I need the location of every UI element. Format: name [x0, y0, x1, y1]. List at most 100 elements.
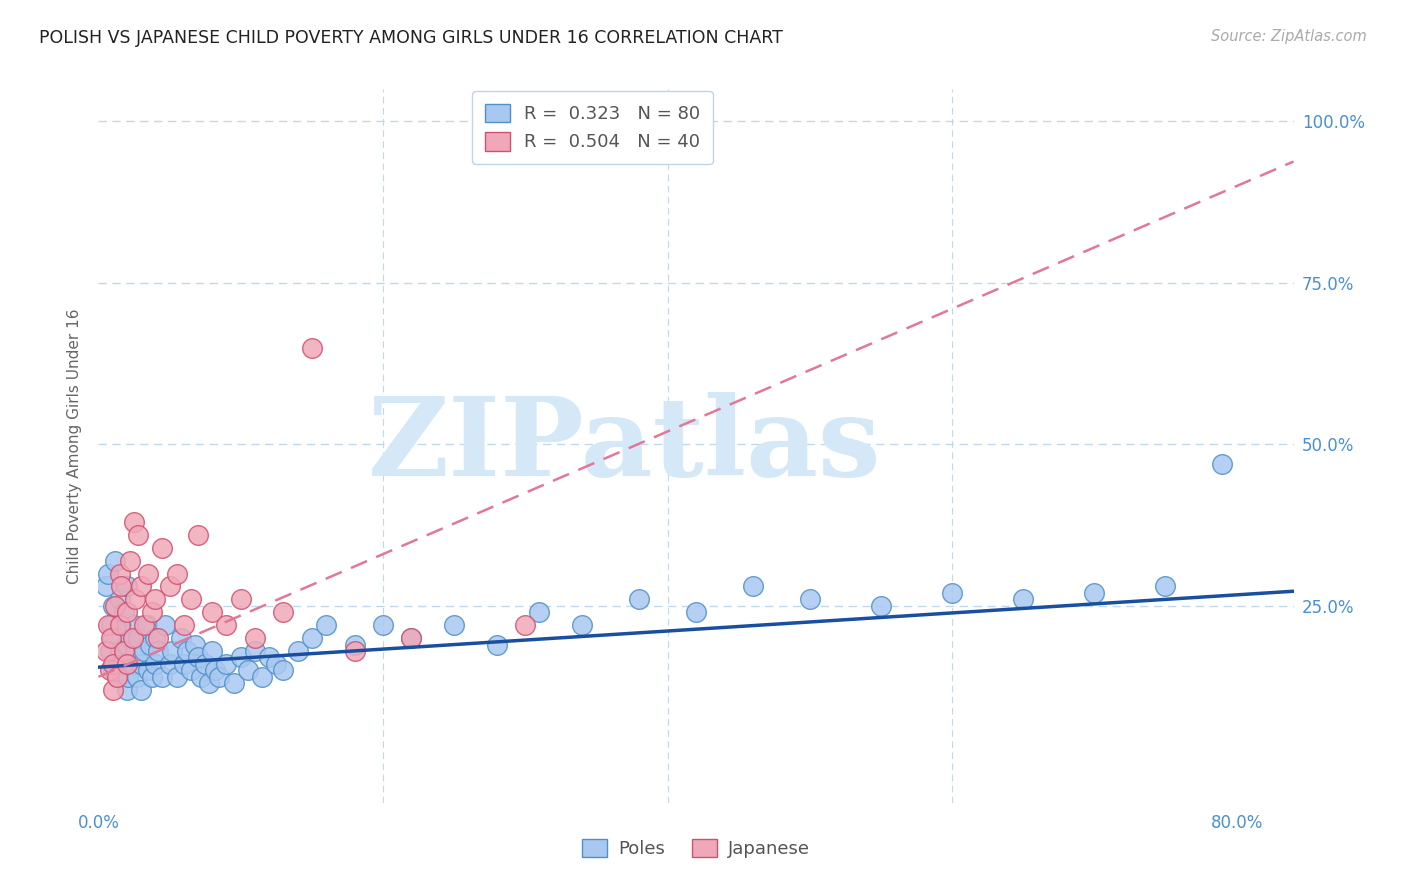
Point: [115, 682, 138, 697]
Point: [159, 579, 181, 593]
Point: [1012, 592, 1035, 607]
Point: [166, 670, 188, 684]
Point: [173, 657, 195, 671]
Point: [122, 618, 145, 632]
Point: [870, 599, 893, 613]
Point: [799, 592, 821, 607]
Point: [215, 618, 238, 632]
Point: [1211, 457, 1233, 471]
Point: [152, 670, 174, 684]
Point: [135, 618, 157, 632]
Point: [112, 644, 135, 658]
Point: [166, 566, 188, 581]
Point: [152, 541, 174, 555]
Point: [515, 618, 537, 632]
Point: [443, 618, 465, 632]
Point: [138, 638, 160, 652]
Point: [257, 650, 280, 665]
Point: [122, 515, 145, 529]
Point: [1083, 586, 1105, 600]
Point: [301, 631, 323, 645]
Point: [112, 605, 135, 619]
Point: [215, 657, 238, 671]
Point: [141, 605, 163, 619]
Point: [97, 618, 120, 632]
Point: [287, 644, 309, 658]
Point: [371, 618, 394, 632]
Point: [159, 657, 181, 671]
Point: [229, 592, 252, 607]
Point: [101, 682, 124, 697]
Point: [108, 592, 131, 607]
Point: [105, 670, 128, 684]
Point: [250, 670, 273, 684]
Point: [180, 664, 202, 678]
Point: [401, 631, 423, 645]
Point: [184, 638, 207, 652]
Point: [118, 554, 141, 568]
Point: [110, 618, 132, 632]
Point: [129, 579, 152, 593]
Point: [110, 579, 132, 593]
Point: [101, 657, 124, 671]
Point: [236, 664, 259, 678]
Point: [141, 670, 163, 684]
Point: [100, 631, 122, 645]
Point: [143, 592, 166, 607]
Point: [124, 592, 146, 607]
Point: [222, 676, 245, 690]
Y-axis label: Child Poverty Among Girls Under 16: Child Poverty Among Girls Under 16: [67, 309, 83, 583]
Point: [97, 566, 120, 581]
Point: [264, 657, 287, 671]
Point: [117, 670, 139, 684]
Point: [101, 599, 124, 613]
Point: [198, 676, 221, 690]
Point: [129, 657, 152, 671]
Point: [125, 670, 148, 684]
Point: [243, 631, 266, 645]
Point: [1154, 579, 1177, 593]
Text: ZIPatlas: ZIPatlas: [367, 392, 882, 500]
Point: [94, 644, 117, 658]
Point: [571, 618, 593, 632]
Point: [941, 586, 963, 600]
Point: [162, 644, 184, 658]
Point: [401, 631, 423, 645]
Point: [108, 618, 131, 632]
Point: [121, 657, 143, 671]
Point: [104, 599, 127, 613]
Point: [148, 644, 170, 658]
Point: [118, 631, 141, 645]
Point: [132, 618, 155, 632]
Point: [105, 670, 128, 684]
Point: [136, 566, 159, 581]
Point: [229, 650, 252, 665]
Point: [115, 605, 138, 619]
Point: [301, 341, 323, 355]
Point: [187, 650, 209, 665]
Point: [194, 657, 217, 671]
Point: [94, 579, 117, 593]
Point: [187, 528, 209, 542]
Point: [176, 644, 198, 658]
Point: [180, 592, 202, 607]
Point: [143, 657, 166, 671]
Point: [143, 631, 166, 645]
Point: [741, 579, 763, 593]
Point: [127, 631, 149, 645]
Point: [208, 670, 231, 684]
Point: [190, 670, 212, 684]
Point: [136, 664, 159, 678]
Point: [485, 638, 508, 652]
Point: [98, 664, 121, 678]
Point: [108, 566, 131, 581]
Point: [129, 682, 152, 697]
Point: [243, 644, 266, 658]
Point: [101, 631, 124, 645]
Point: [201, 644, 224, 658]
Point: [273, 664, 295, 678]
Point: [100, 618, 122, 632]
Point: [115, 638, 138, 652]
Point: [173, 618, 195, 632]
Point: [529, 605, 551, 619]
